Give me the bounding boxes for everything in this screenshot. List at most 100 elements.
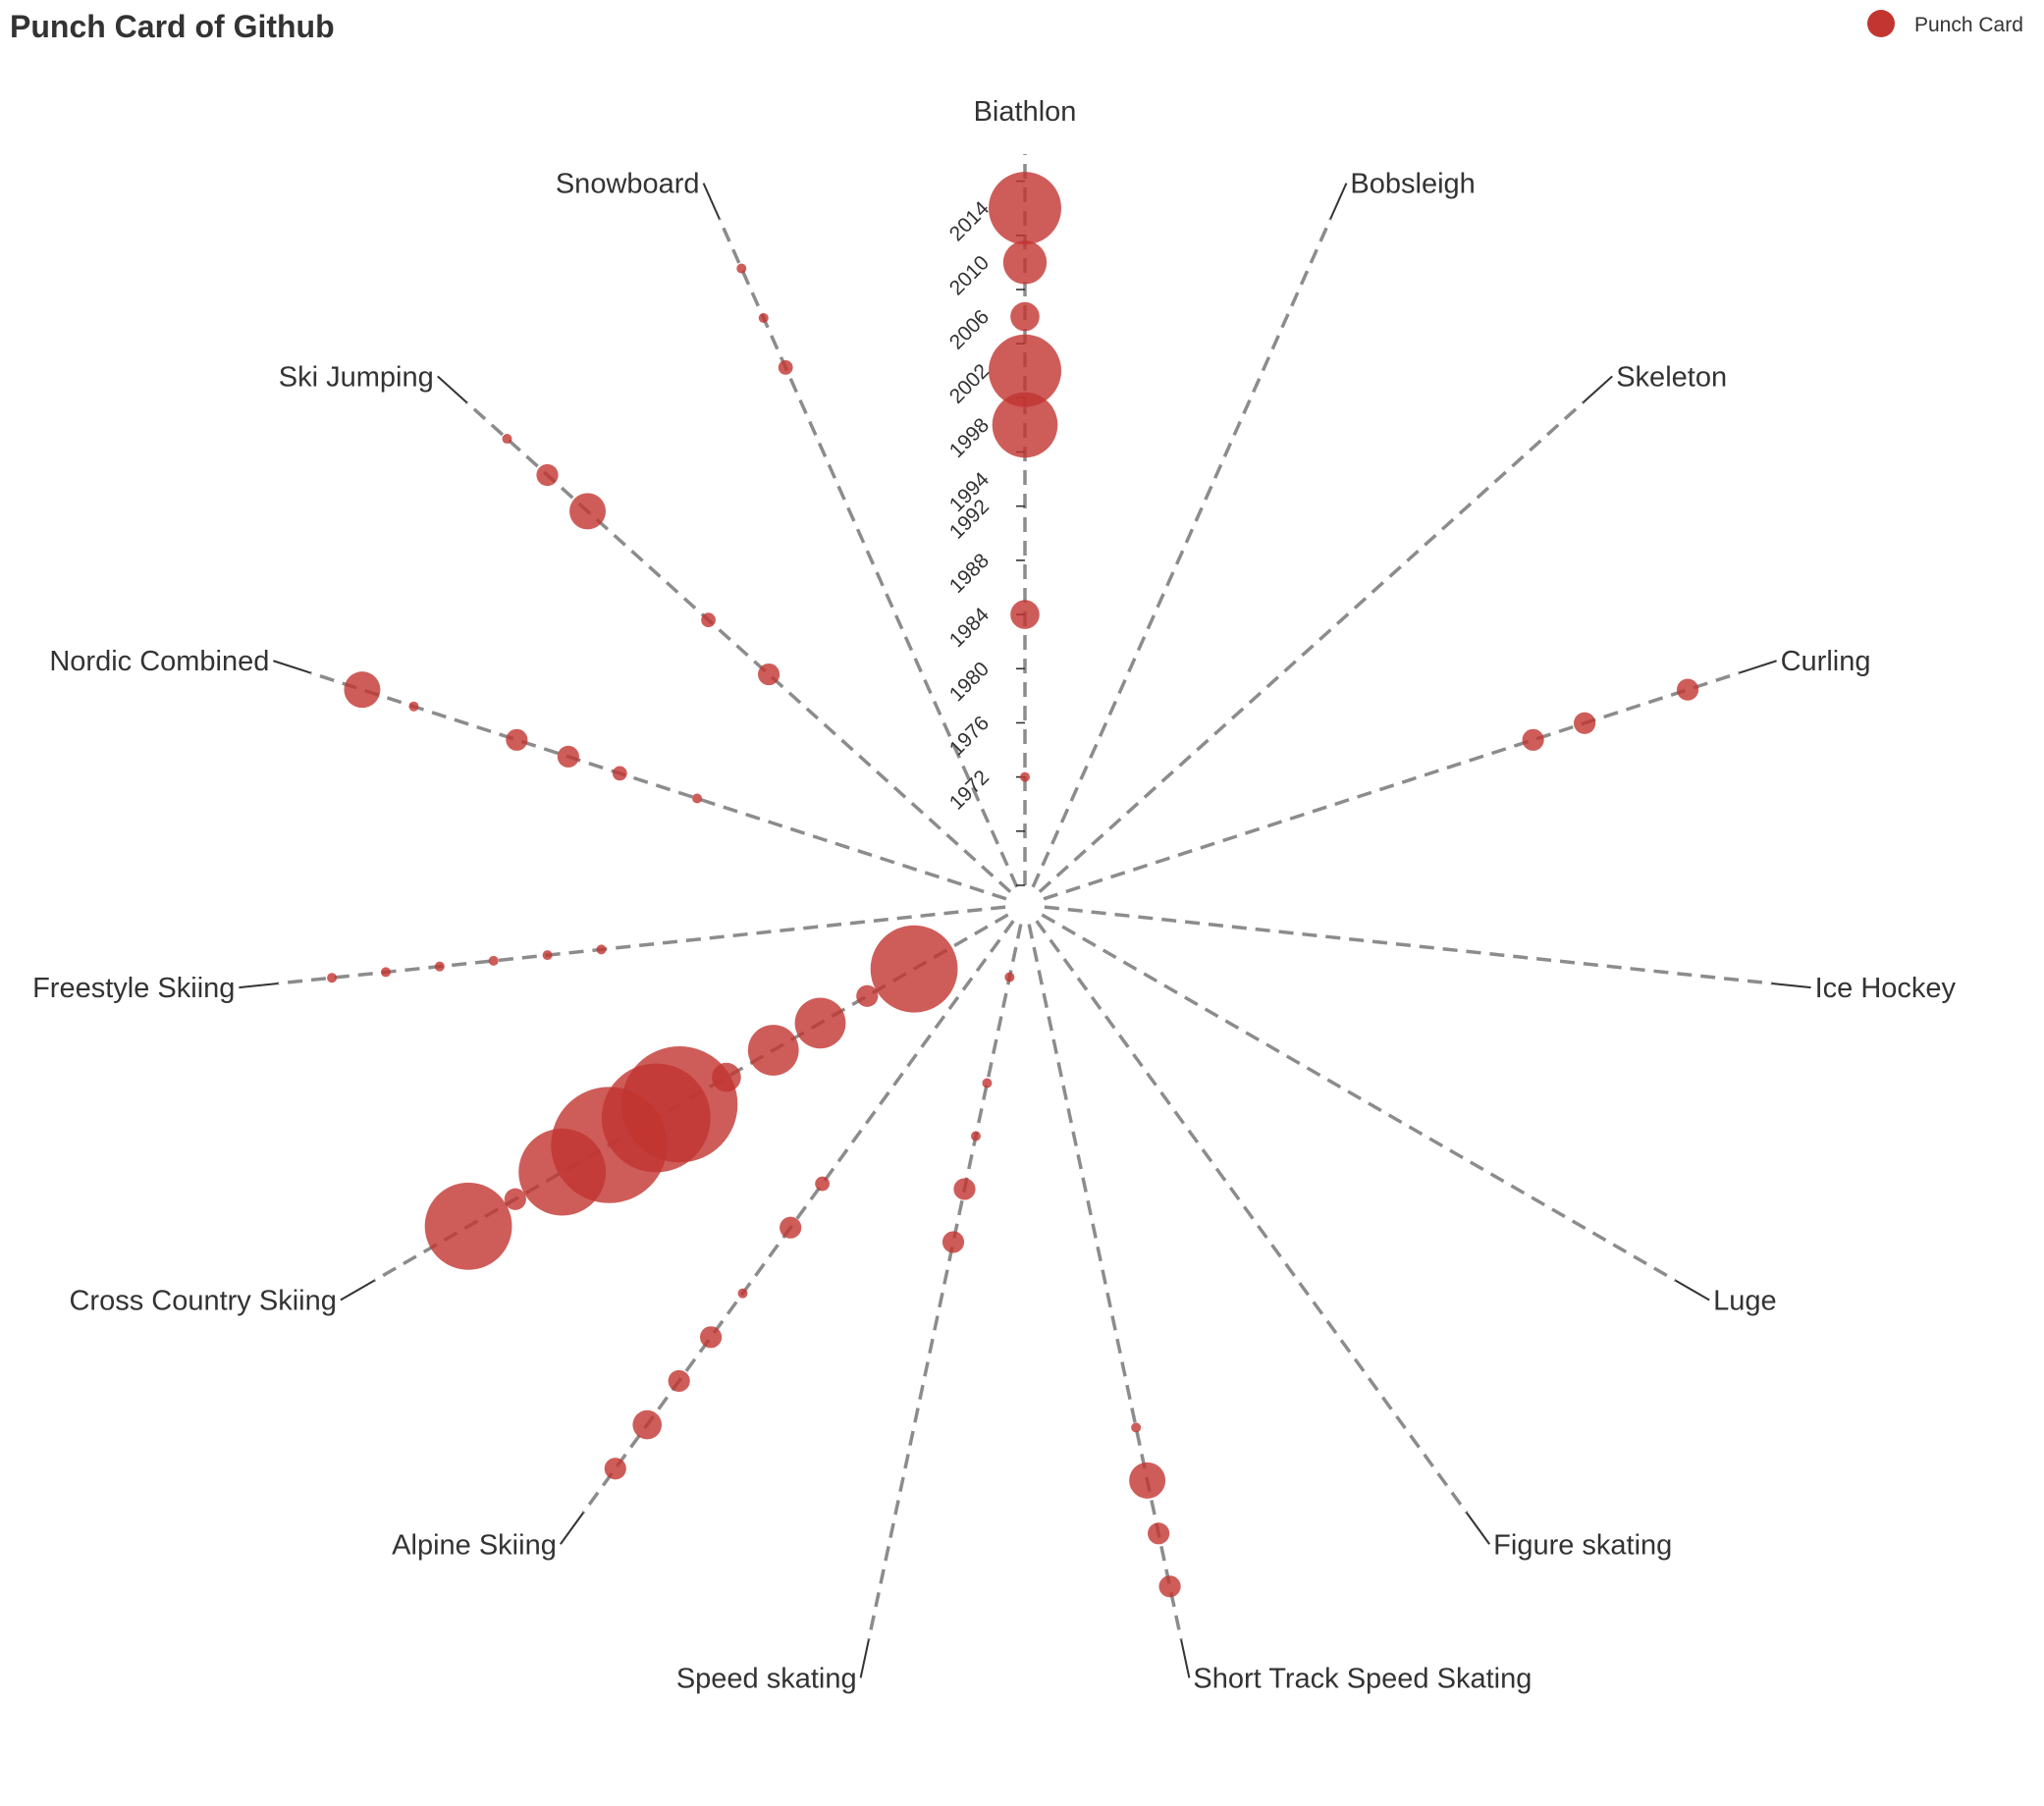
punch-bubble[interactable] xyxy=(758,312,769,323)
punch-bubble[interactable] xyxy=(701,612,716,628)
punch-bubble[interactable] xyxy=(757,663,780,686)
punch-bubble[interactable] xyxy=(970,1131,981,1142)
category-label-luge: Luge xyxy=(1713,1286,1777,1317)
axis-tick-label: 1998 xyxy=(945,414,994,462)
punch-bubble[interactable] xyxy=(604,1458,626,1480)
punch-bubble[interactable] xyxy=(941,1231,965,1253)
punch-bubble[interactable] xyxy=(953,1178,976,1200)
punch-bubble[interactable] xyxy=(982,1078,993,1089)
punch-bubble[interactable] xyxy=(1158,1575,1181,1598)
label-leader xyxy=(702,183,721,220)
axis-tick-label: 2014 xyxy=(945,197,995,246)
spoke-nordic-combined xyxy=(309,670,1007,901)
punch-bubble[interactable] xyxy=(506,728,528,751)
punch-bubble[interactable] xyxy=(542,950,553,961)
punch-bubble[interactable] xyxy=(780,1216,802,1239)
axis-tick-label: 1984 xyxy=(945,604,995,653)
category-label-ice-hockey: Ice Hockey xyxy=(1815,973,1957,1004)
punch-bubble[interactable] xyxy=(747,1025,799,1076)
label-leader xyxy=(239,982,279,989)
category-label-figure-skating: Figure skating xyxy=(1493,1529,1672,1561)
category-label-curling: Curling xyxy=(1781,646,1871,677)
punch-bubble[interactable] xyxy=(989,334,1061,407)
category-label-biathlon: Biathlon xyxy=(974,96,1077,128)
category-label-cross-country-skiing: Cross Country Skiing xyxy=(69,1286,336,1317)
spoke-ice-hockey xyxy=(1044,905,1772,985)
category-label-short-track-speed-skating: Short Track Speed Skating xyxy=(1193,1663,1532,1694)
label-leader xyxy=(1771,982,1811,989)
spokes xyxy=(278,154,1772,1640)
category-label-speed-skating: Speed skating xyxy=(676,1663,857,1694)
punch-bubble[interactable] xyxy=(557,745,579,768)
punch-bubble[interactable] xyxy=(424,1182,512,1270)
punch-bubble[interactable] xyxy=(344,671,381,709)
chart-title: Punch Card of Github xyxy=(10,9,335,44)
spoke-speed-skating xyxy=(867,924,1023,1640)
axis-tick-label: 1980 xyxy=(945,658,994,706)
punch-bubble[interactable] xyxy=(408,701,419,712)
spoke-snowboard xyxy=(718,218,1019,888)
label-leader xyxy=(1739,660,1777,674)
label-leader xyxy=(1465,1512,1490,1545)
punch-bubble[interactable] xyxy=(488,955,499,966)
punch-bubble[interactable] xyxy=(380,967,391,978)
punch-bubble[interactable] xyxy=(1522,728,1544,751)
label-leader xyxy=(1675,1279,1710,1301)
punch-bubble[interactable] xyxy=(1020,771,1030,782)
label-leader xyxy=(1180,1639,1191,1678)
legend-swatch xyxy=(1867,10,1895,37)
punch-bubble[interactable] xyxy=(504,1188,526,1210)
axis-tick-label: 1972 xyxy=(945,766,994,814)
category-label-nordic-combined: Nordic Combined xyxy=(49,646,269,677)
punch-bubble[interactable] xyxy=(778,359,793,375)
punch-bubble[interactable] xyxy=(518,1128,607,1216)
category-label-freestyle-skiing: Freestyle Skiing xyxy=(32,973,235,1004)
spoke-curling xyxy=(1043,670,1741,901)
punch-bubble[interactable] xyxy=(668,1369,690,1393)
punch-bubble[interactable] xyxy=(569,493,607,530)
label-leader xyxy=(859,1639,870,1678)
punch-bubble[interactable] xyxy=(1129,1461,1166,1499)
punch-bubble[interactable] xyxy=(434,961,445,972)
category-label-ski-jumping: Ski Jumping xyxy=(279,361,434,393)
punch-bubble[interactable] xyxy=(612,766,627,781)
punch-bubble[interactable] xyxy=(699,1326,723,1349)
punch-bubble[interactable] xyxy=(1010,301,1040,332)
punch-bubble[interactable] xyxy=(1148,1522,1170,1545)
punch-bubble[interactable] xyxy=(856,984,879,1007)
label-leader xyxy=(340,1279,375,1301)
category-label-bobsleigh: Bobsleigh xyxy=(1350,169,1475,200)
punch-bubble[interactable] xyxy=(1004,972,1015,983)
punch-bubble[interactable] xyxy=(1002,240,1048,285)
punch-bubble[interactable] xyxy=(989,172,1061,245)
legend[interactable]: Punch Card xyxy=(1867,10,2023,37)
punch-bubble[interactable] xyxy=(815,1176,831,1192)
punch-bubble[interactable] xyxy=(1574,712,1596,734)
punch-bubble[interactable] xyxy=(1010,600,1040,629)
punch-bubble[interactable] xyxy=(692,793,703,804)
category-label-snowboard: Snowboard xyxy=(556,169,700,200)
bubbles xyxy=(327,172,1699,1598)
punch-bubble[interactable] xyxy=(870,925,958,1013)
spoke-bobsleigh xyxy=(1031,218,1332,888)
punch-bubble[interactable] xyxy=(737,1288,748,1299)
punch-bubble[interactable] xyxy=(632,1409,663,1440)
punch-bubble[interactable] xyxy=(502,434,512,445)
label-leader xyxy=(1329,183,1348,220)
axis-tick-label: 1988 xyxy=(945,550,994,598)
punch-bubble[interactable] xyxy=(327,973,338,983)
punch-bubble[interactable] xyxy=(992,392,1058,458)
punch-bubble[interactable] xyxy=(1676,678,1699,701)
radial-axis: 1972197619801984198819921994199820022006… xyxy=(945,180,1025,886)
punch-bubble[interactable] xyxy=(794,997,846,1049)
label-leader xyxy=(560,1512,585,1545)
punch-bubble[interactable] xyxy=(536,463,559,487)
spoke-alpine-skiing xyxy=(581,920,1015,1514)
axis-tick-label: 2002 xyxy=(945,359,994,407)
punch-bubble[interactable] xyxy=(596,944,607,955)
label-leader xyxy=(273,660,311,674)
punch-bubble[interactable] xyxy=(1131,1422,1142,1433)
spoke-freestyle-skiing xyxy=(278,905,1006,985)
punch-bubble[interactable] xyxy=(736,263,747,274)
